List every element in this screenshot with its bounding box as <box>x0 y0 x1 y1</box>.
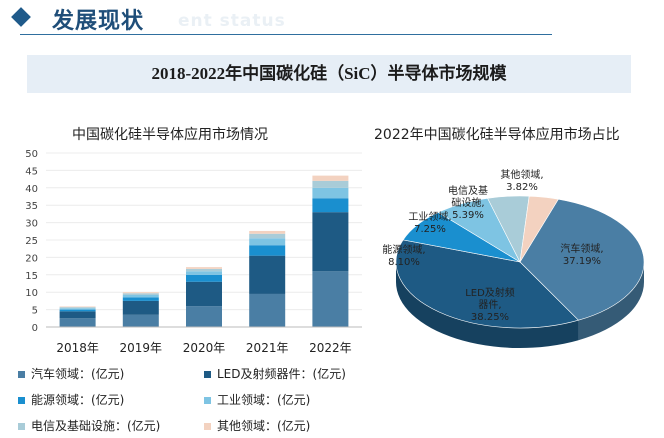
bar-segment <box>122 300 159 315</box>
bar-chart: 0 5 10 15 20 25 30 35 40 45 50 2018年 2019年 2020年 2021年… <box>25 149 362 355</box>
banner-title: 2018-2022年中国碳化硅（SiC）半导体市场规模 <box>151 64 507 83</box>
legend-label: 电信及基础设施：(亿元) <box>31 419 161 433</box>
y-tick-label: 10 <box>25 288 38 299</box>
y-tick-label: 30 <box>25 219 38 230</box>
pie-data-label: LED及射频 器件, 38.25% <box>465 288 515 323</box>
y-tick-label: 35 <box>25 201 38 212</box>
bar-segment <box>122 314 159 327</box>
bar-segment <box>312 175 349 181</box>
legend-label: 汽车领域：(亿元) <box>31 367 125 381</box>
pie-data-label: 能源领域, 8.10% <box>382 245 426 268</box>
legend-label: 能源领域：(亿元) <box>31 393 125 407</box>
bar-segment <box>186 274 222 282</box>
legend-item: 工业领域：(亿元) <box>204 391 310 408</box>
pie-slice <box>519 195 559 263</box>
legend-label: 其他领域：(亿元) <box>217 419 311 433</box>
bar-segment <box>249 233 286 239</box>
legend-item: 汽车领域：(亿元) <box>18 365 124 382</box>
y-tick-label: 25 <box>25 236 38 247</box>
legend-swatch <box>204 397 211 404</box>
section-header: ent status 发展现状 <box>0 0 664 40</box>
pie-data-label: 电信及基 础设施, 5.39% <box>448 186 488 221</box>
section-title: 发展现状 <box>52 9 145 34</box>
header-divider <box>20 34 552 35</box>
bar-segment <box>312 187 349 199</box>
legend-item: 其他领域：(亿元) <box>204 417 310 434</box>
y-tick-label: 40 <box>25 184 38 195</box>
bar-segment <box>312 212 349 272</box>
pie-chart-title: 2022年中国碳化硅半导体应用市场占比 <box>374 127 620 143</box>
title-banner: 2018-2022年中国碳化硅（SiC）半导体市场规模 <box>27 55 631 93</box>
bar-segment <box>312 180 349 188</box>
legend-label: LED及射频器件：(亿元) <box>217 367 346 381</box>
y-tick-label: 15 <box>25 271 38 282</box>
bar-segment <box>249 238 286 246</box>
pie-slice <box>395 239 580 329</box>
x-tick-label: 2021年 <box>246 341 289 355</box>
bar-segment <box>312 271 349 327</box>
bar-segment <box>122 297 159 301</box>
bar-segment <box>59 309 96 312</box>
y-tick-label: 5 <box>32 306 38 317</box>
y-tick-label: 50 <box>25 149 38 160</box>
bar-segment <box>186 271 222 275</box>
x-tick-label: 2019年 <box>120 341 163 355</box>
y-tick-label: 20 <box>25 253 38 264</box>
bar-segment <box>249 293 286 327</box>
bar-segment <box>59 306 96 308</box>
pie-data-label: 其他领域, 3.82% <box>500 170 544 193</box>
pie-slice-side <box>578 262 645 341</box>
bar-chart-title: 中国碳化硅半导体应用市场情况 <box>72 127 268 143</box>
bar-segment <box>59 308 96 310</box>
bar-segment <box>59 307 96 309</box>
bar-segment <box>249 255 286 294</box>
bar-segment <box>122 293 159 295</box>
pie-data-label: 汽车领域, 37.19% <box>560 244 604 267</box>
x-tick-label: 2022年 <box>309 341 352 355</box>
section-subtitle: ent status <box>178 11 286 31</box>
legend-swatch <box>204 371 211 378</box>
pie-slice-side <box>395 262 579 349</box>
bar-segment <box>122 292 159 294</box>
pie-data-label: 工业领域, 7.25% <box>408 212 452 235</box>
bar-segment <box>312 198 349 213</box>
legend-item: LED及射频器件：(亿元) <box>204 365 346 382</box>
y-tick-label: 0 <box>32 323 38 334</box>
legend-swatch <box>18 371 25 378</box>
x-tick-label: 2020年 <box>183 341 226 355</box>
legend-label: 工业领域：(亿元) <box>217 393 311 407</box>
bar-segment <box>122 294 159 298</box>
legend-swatch <box>204 423 211 430</box>
bar-segment <box>59 311 96 319</box>
legend-item: 能源领域：(亿元) <box>18 391 124 408</box>
bar-segment <box>249 230 286 234</box>
x-tick-label: 2018年 <box>56 341 99 355</box>
bar-segment <box>186 268 222 272</box>
bar-segment <box>186 306 222 327</box>
pie-slice <box>519 198 645 321</box>
legend-item: 电信及基础设施：(亿元) <box>18 417 160 434</box>
bar-segment <box>59 318 96 327</box>
legend-swatch <box>18 423 25 430</box>
legend-swatch <box>18 397 25 404</box>
bar-segment <box>186 267 222 269</box>
bar-segment <box>249 245 286 256</box>
y-tick-label: 45 <box>25 166 38 177</box>
bar-segment <box>186 281 222 307</box>
